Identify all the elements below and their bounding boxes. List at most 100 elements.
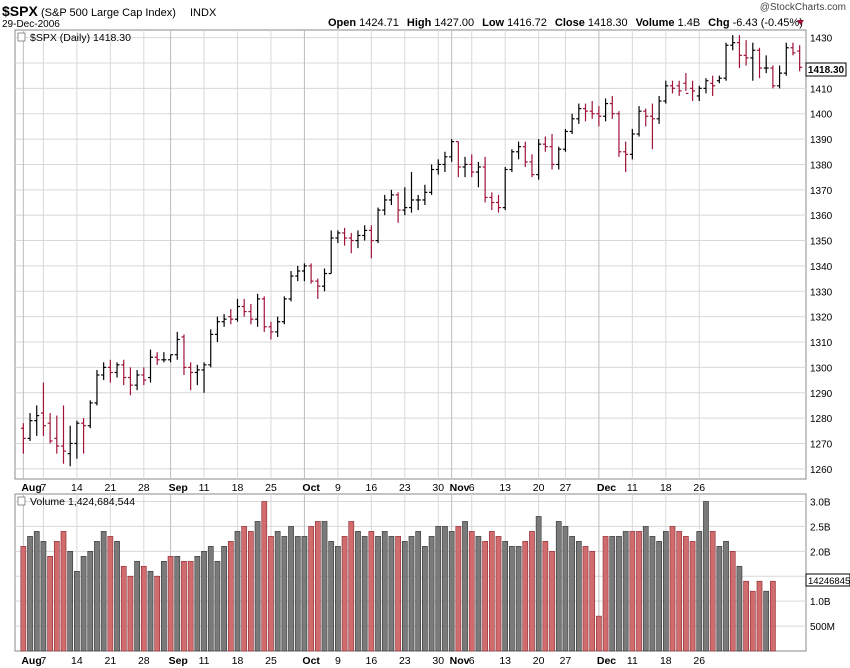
watermark: @StockCharts.com (760, 2, 846, 13)
volume-bar (154, 575, 161, 652)
volume-bar (535, 516, 542, 652)
ohlc-bar (235, 298, 240, 322)
volume-tick-label: 2.0B (810, 547, 831, 558)
ohlc-bar (368, 225, 374, 259)
ohlc-bar (455, 141, 461, 178)
volume-bar (241, 526, 248, 652)
ohlc-bar (228, 309, 234, 325)
volume-bar (462, 521, 468, 652)
symbol-name: (S&P 500 Large Cap Index) (41, 7, 176, 19)
x-tick-label: Oct (302, 655, 320, 667)
quote-label: Chg (708, 17, 729, 29)
volume-bar (602, 536, 609, 652)
ohlc-bar (636, 106, 642, 137)
x-tick-label: Dec (597, 655, 616, 667)
ohlc-bar (589, 101, 595, 119)
ohlc-bar (348, 232, 354, 254)
ohlc-bar (194, 364, 200, 386)
price-legend: $SPX (Daily) 1418.30 (30, 32, 131, 44)
price-panel: 1260 1270 1280 1290 1300 1310 1320 1330 1340 1350… (14, 29, 847, 480)
ohlc-bar (375, 207, 381, 244)
quote-label: Low (482, 17, 504, 29)
volume-bar (649, 536, 656, 652)
price-tick-label: 1380 (810, 160, 833, 171)
ohlc-bar (288, 270, 294, 302)
ohlc-bar (362, 225, 368, 241)
quote-value: 1.4B (678, 17, 701, 29)
volume-bar (20, 546, 27, 652)
volume-bar (662, 531, 669, 652)
volume-bar (100, 531, 107, 652)
price-tick-label: 1370 (810, 186, 833, 197)
ohlc-bar (342, 227, 348, 246)
ohlc-bar (214, 316, 220, 343)
ohlc-bar (482, 156, 488, 203)
volume-bar (770, 580, 776, 652)
ohlc-bar (522, 141, 528, 167)
ohlc-bar (94, 369, 100, 406)
volume-bar (468, 531, 475, 652)
ohlc-bar (114, 362, 120, 378)
ohlc-bar (757, 47, 762, 79)
ohlc-bar (54, 415, 60, 454)
ohlc-bar (616, 111, 622, 157)
volume-bar (107, 536, 114, 652)
ohlc-bar (168, 354, 174, 363)
ohlc-bar (74, 420, 80, 459)
volume-bar (448, 531, 455, 652)
volume-bar (555, 521, 562, 652)
volume-bar (74, 570, 80, 652)
volume-bar (696, 531, 703, 652)
down-arrow-icon (797, 20, 804, 25)
x-tick-label: 9 (335, 655, 341, 667)
volume-bar (622, 531, 629, 652)
ohlc-bar (241, 298, 247, 317)
ohlc-bar (716, 75, 722, 84)
volume-bar (575, 541, 582, 652)
ohlc-bar (797, 45, 803, 72)
ohlc-bar (67, 425, 73, 467)
x-tick-label: 23 (399, 655, 411, 667)
x-tick-label: 16 (366, 482, 378, 494)
ohlc-bar (322, 268, 327, 292)
ohlc-bar (643, 108, 649, 127)
x-tick-label: 14 (71, 482, 83, 494)
ohlc-bar (402, 187, 408, 216)
volume-bar (187, 560, 194, 652)
volume-bar (301, 536, 308, 652)
quote-label: Volume (636, 17, 675, 29)
ohlc-bar (134, 369, 140, 391)
ohlc-bar (696, 85, 702, 102)
price-tick-label: 1360 (810, 211, 833, 222)
price-tick-label: 1410 (810, 84, 833, 95)
volume-bar (268, 536, 274, 652)
ohlc-bar (750, 42, 756, 81)
ohlc-bar (790, 42, 796, 56)
volume-tick-label: 1.0B (810, 597, 831, 608)
x-tick-label: 28 (138, 482, 150, 494)
ohlc-bar (730, 35, 736, 51)
ohlc-bar (181, 334, 187, 375)
ohlc-bar (516, 141, 522, 160)
volume-bar (341, 536, 348, 652)
x-tick-label: 7 (41, 655, 47, 667)
ohlc-bar (583, 103, 588, 122)
ohlc-bar (676, 80, 682, 96)
ohlc-bar (27, 413, 33, 441)
volume-bar (328, 541, 335, 652)
ohlc-bar (127, 367, 133, 396)
x-tick-label: 25 (265, 482, 277, 494)
volume-legend-swatch-icon (17, 496, 26, 506)
volume-bar (488, 531, 495, 652)
ohlc-bar (355, 230, 361, 249)
price-plot-frame (14, 29, 807, 480)
ohlc-bar (736, 35, 742, 69)
volume-bar (201, 551, 207, 652)
volume-bar (194, 556, 201, 652)
volume-tick-label: 3.0B (810, 497, 831, 508)
quote-value: 1424.71 (359, 17, 399, 29)
ohlc-bar (569, 113, 575, 135)
x-tick-label: Sep (169, 655, 188, 667)
